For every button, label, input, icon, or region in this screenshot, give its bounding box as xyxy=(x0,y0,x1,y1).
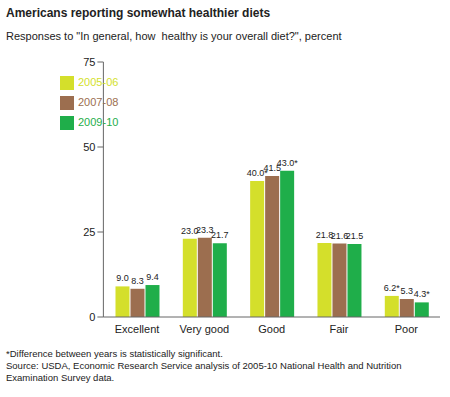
svg-text:Excellent: Excellent xyxy=(115,323,160,335)
html-text:2007-08: 2007-08 xyxy=(78,96,119,108)
svg-text:21.6: 21.6 xyxy=(330,230,349,241)
svg-text:0: 0 xyxy=(89,311,95,323)
svg-text:21.7: 21.7 xyxy=(211,230,229,240)
svg-text:9.4: 9.4 xyxy=(146,272,159,282)
svg-text:41.5: 41.5 xyxy=(263,162,281,173)
svg-text:Poor: Poor xyxy=(395,323,419,335)
html-text:2005-06: 2005-06 xyxy=(78,76,119,88)
html-text:*Difference between years is s: *Difference between years is statistical… xyxy=(6,348,223,359)
svg-text:8.3: 8.3 xyxy=(131,276,144,286)
svg-text:43.0*: 43.0* xyxy=(277,158,299,168)
html-text:Responses to "In general, how: Responses to "In general, how healthy is… xyxy=(6,30,342,42)
svg-text:50: 50 xyxy=(83,141,95,153)
svg-text:9.0: 9.0 xyxy=(116,273,129,283)
svg-text:23.0: 23.0 xyxy=(181,225,199,236)
svg-text:21.8: 21.8 xyxy=(315,229,334,240)
html-text:Americans reporting somewhat h: Americans reporting somewhat healthier d… xyxy=(6,6,271,20)
svg-text:40.0*: 40.0* xyxy=(246,168,268,178)
html-text:Source: USDA, Economic Researc: Source: USDA, Economic Research Service … xyxy=(6,360,402,383)
html-text:2009-10: 2009-10 xyxy=(78,116,119,128)
svg-text:75: 75 xyxy=(83,56,95,68)
svg-text:Fair: Fair xyxy=(330,323,349,335)
svg-text:Very good: Very good xyxy=(180,323,230,335)
svg-text:Good: Good xyxy=(258,323,285,335)
svg-text:25: 25 xyxy=(83,226,95,238)
svg-text:6.2*: 6.2* xyxy=(384,283,401,293)
svg-text:23.3: 23.3 xyxy=(196,224,214,235)
svg-text:21.5: 21.5 xyxy=(346,231,364,241)
svg-text:5.3: 5.3 xyxy=(401,286,414,296)
svg-text:4.3*: 4.3* xyxy=(414,289,431,299)
